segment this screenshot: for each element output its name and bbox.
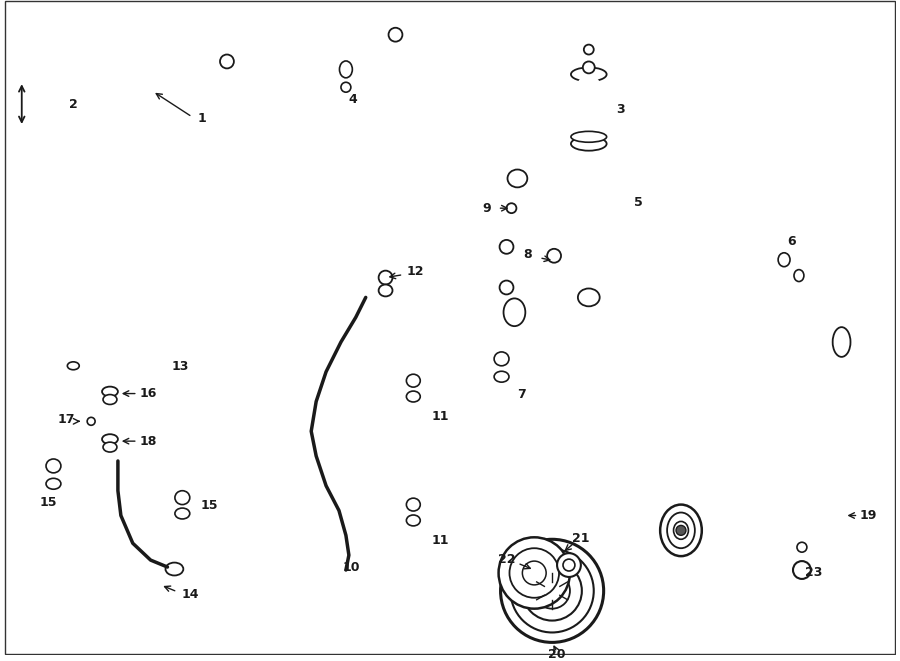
Circle shape — [549, 588, 555, 594]
Text: 3: 3 — [616, 102, 625, 116]
Circle shape — [220, 54, 234, 68]
Bar — [328, 58, 378, 97]
Ellipse shape — [339, 61, 353, 78]
Bar — [620, 434, 854, 623]
Ellipse shape — [103, 395, 117, 405]
Ellipse shape — [571, 74, 607, 143]
Ellipse shape — [494, 352, 509, 366]
Text: 11: 11 — [431, 410, 449, 423]
Text: 14: 14 — [182, 588, 199, 602]
Bar — [482, 345, 540, 391]
Circle shape — [557, 553, 580, 577]
Circle shape — [389, 28, 402, 42]
Ellipse shape — [794, 270, 804, 282]
Text: 15: 15 — [201, 499, 218, 512]
Bar — [473, 195, 844, 405]
Bar — [36, 454, 86, 498]
Text: 13: 13 — [172, 360, 189, 373]
Ellipse shape — [407, 374, 420, 387]
Bar — [258, 256, 472, 575]
Ellipse shape — [571, 132, 607, 142]
Circle shape — [563, 559, 575, 571]
Ellipse shape — [175, 508, 190, 519]
Text: 4: 4 — [348, 93, 357, 106]
Ellipse shape — [379, 284, 392, 296]
Ellipse shape — [661, 504, 702, 556]
Text: 19: 19 — [860, 509, 877, 522]
Ellipse shape — [166, 563, 184, 576]
Ellipse shape — [407, 515, 420, 526]
Circle shape — [547, 249, 561, 262]
Ellipse shape — [494, 371, 509, 382]
Circle shape — [87, 417, 95, 425]
Ellipse shape — [46, 459, 61, 473]
Text: 18: 18 — [140, 435, 158, 447]
Circle shape — [535, 573, 570, 609]
Ellipse shape — [175, 490, 190, 504]
Ellipse shape — [68, 362, 79, 369]
Circle shape — [500, 240, 513, 254]
Ellipse shape — [102, 434, 118, 444]
Text: 11: 11 — [431, 534, 449, 547]
Circle shape — [507, 203, 517, 213]
Ellipse shape — [571, 67, 607, 81]
Bar — [663, 464, 832, 590]
Circle shape — [793, 561, 811, 579]
Circle shape — [584, 44, 594, 54]
Text: 20: 20 — [548, 648, 566, 661]
Circle shape — [797, 542, 807, 552]
Ellipse shape — [341, 82, 351, 92]
Ellipse shape — [832, 327, 850, 357]
Ellipse shape — [407, 498, 420, 511]
Circle shape — [522, 561, 546, 585]
Circle shape — [522, 561, 581, 621]
Text: 5: 5 — [634, 196, 643, 209]
Bar — [395, 367, 450, 414]
Text: 16: 16 — [140, 387, 158, 400]
Circle shape — [510, 549, 594, 633]
Ellipse shape — [673, 522, 689, 539]
Ellipse shape — [503, 298, 526, 326]
Text: 7: 7 — [517, 388, 526, 401]
Text: 1: 1 — [198, 112, 206, 126]
Bar — [770, 246, 817, 292]
Circle shape — [676, 525, 686, 535]
Circle shape — [544, 583, 560, 599]
Text: 17: 17 — [58, 413, 75, 426]
Circle shape — [500, 280, 513, 294]
Text: 2: 2 — [69, 98, 77, 110]
Circle shape — [509, 548, 559, 598]
Ellipse shape — [578, 288, 599, 306]
Ellipse shape — [46, 479, 61, 489]
Text: 9: 9 — [482, 202, 491, 215]
Ellipse shape — [571, 137, 607, 151]
Text: 15: 15 — [40, 496, 58, 509]
Text: 10: 10 — [342, 561, 360, 574]
Ellipse shape — [102, 387, 118, 397]
Circle shape — [500, 539, 604, 642]
Circle shape — [583, 61, 595, 73]
Bar — [166, 486, 218, 530]
Bar — [395, 490, 450, 538]
Ellipse shape — [407, 391, 420, 402]
Text: 12: 12 — [407, 265, 424, 278]
Ellipse shape — [508, 169, 527, 187]
Ellipse shape — [667, 512, 695, 548]
Circle shape — [499, 537, 570, 609]
Text: 6: 6 — [788, 235, 796, 249]
Ellipse shape — [103, 442, 117, 452]
Text: 22: 22 — [498, 553, 516, 566]
Text: 8: 8 — [523, 249, 532, 261]
Bar — [22, 365, 250, 627]
Circle shape — [379, 270, 392, 284]
Bar — [315, 18, 654, 191]
Text: 23: 23 — [805, 566, 823, 580]
Ellipse shape — [778, 253, 790, 266]
Text: 21: 21 — [572, 532, 590, 545]
